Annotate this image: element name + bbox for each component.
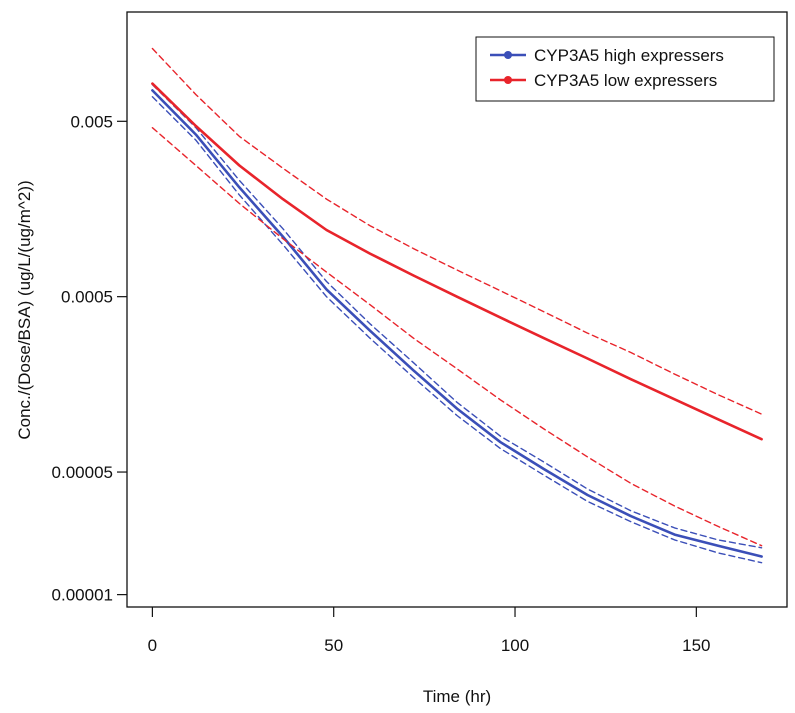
- legend-marker-high: [504, 51, 512, 59]
- x-tick-label: 100: [501, 636, 529, 655]
- legend-marker-low: [504, 76, 512, 84]
- series-layer: [151, 47, 763, 564]
- y-tick-label: 0.0005: [61, 288, 113, 307]
- x-axis: 0 50 100 150: [148, 607, 711, 655]
- low-expressers-ci-line-4: [151, 47, 763, 415]
- x-tick-label: 150: [682, 636, 710, 655]
- x-tick-label: 50: [324, 636, 343, 655]
- x-axis-title: Time (hr): [423, 687, 491, 706]
- y-axis: 0.005 0.0005 0.00005 0.00001: [52, 112, 127, 605]
- legend: CYP3A5 high expressers CYP3A5 low expres…: [475, 36, 775, 102]
- high-expressers-ci-line-1: [151, 83, 763, 549]
- y-axis-title: Conc./(Dose/BSA) (ug/L/(ug/m^2)): [15, 180, 34, 439]
- low-expressers-mean-line: [151, 82, 763, 441]
- y-tick-label: 0.00005: [52, 463, 113, 482]
- y-tick-label: 0.005: [70, 112, 113, 131]
- x-tick-label: 0: [148, 636, 157, 655]
- legend-label-high: CYP3A5 high expressers: [534, 46, 724, 65]
- plot-frame: [126, 11, 788, 608]
- legend-box: [475, 36, 775, 102]
- legend-label-low: CYP3A5 low expressers: [534, 71, 717, 90]
- low-expressers-ci-line-5: [151, 126, 763, 547]
- high-expressers-ci-line-2: [151, 96, 763, 564]
- high-expressers-mean-line: [151, 89, 763, 558]
- y-tick-label: 0.00001: [52, 586, 113, 605]
